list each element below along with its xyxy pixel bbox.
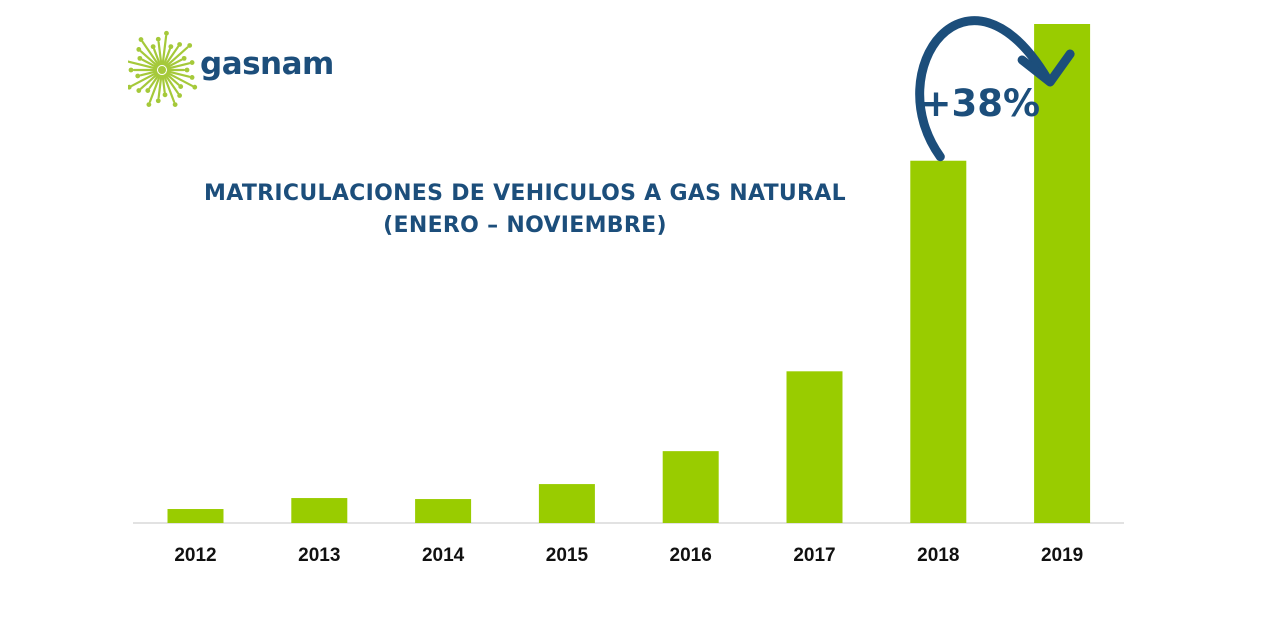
x-tick-label-2019: 2019 — [1041, 545, 1083, 566]
x-tick-label-2015: 2015 — [546, 545, 589, 566]
x-tick-label-2016: 2016 — [670, 545, 712, 566]
x-tick-label-2018: 2018 — [917, 545, 959, 566]
gasnam-logo: gasnam — [128, 28, 358, 114]
dandelion-rays — [128, 30, 198, 107]
bar-2014 — [415, 499, 472, 523]
x-tick-label-2017: 2017 — [793, 545, 835, 566]
x-tick-label-2013: 2013 — [298, 545, 340, 566]
chart-subtitle: (ENERO – NOVIEMBRE) — [383, 213, 667, 238]
bar-2013 — [291, 498, 348, 523]
bar-2012 — [167, 509, 224, 523]
chart-title: MATRICULACIONES DE VEHICULOS A GAS NATUR… — [204, 181, 846, 206]
logo-wordmark: gasnam — [200, 46, 334, 82]
bar-2019 — [1034, 24, 1091, 523]
bar-2018 — [910, 160, 967, 523]
bar-2015 — [538, 484, 595, 523]
bar-2016 — [662, 451, 719, 523]
x-tick-label-2012: 2012 — [174, 545, 216, 566]
x-tick-label-2014: 2014 — [422, 545, 465, 566]
growth-arrow-head — [1017, 49, 1075, 87]
dandelion-seed-icon — [128, 30, 198, 107]
bar-2017 — [786, 371, 843, 523]
growth-arrow — [915, 16, 1053, 162]
growth-annotation-label: +38% — [921, 82, 1041, 125]
chart-title-block: MATRICULACIONES DE VEHICULOS A GAS NATUR… — [190, 178, 860, 242]
